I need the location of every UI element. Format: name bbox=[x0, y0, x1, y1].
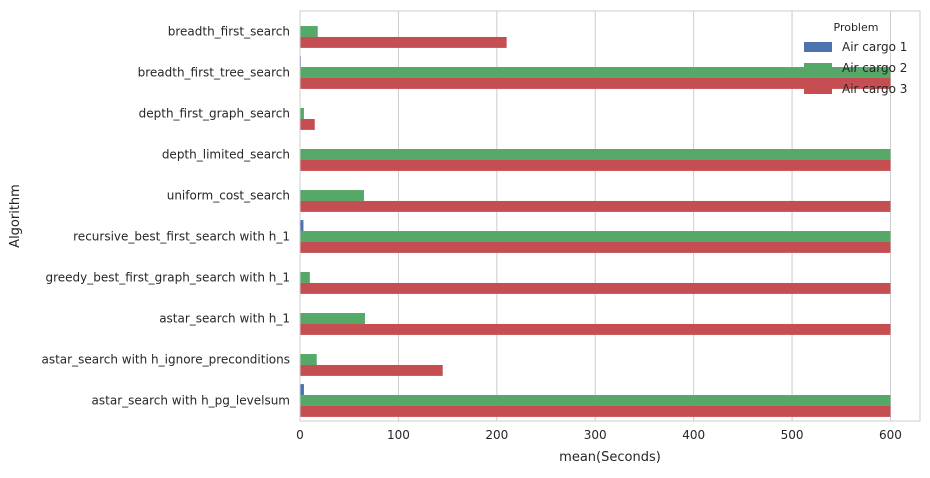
bar bbox=[300, 384, 304, 396]
bar bbox=[300, 241, 891, 253]
bar bbox=[300, 36, 507, 48]
bar bbox=[300, 313, 365, 324]
y-tick-label: astar_search with h_pg_levelsum bbox=[92, 394, 290, 408]
bar bbox=[300, 149, 891, 160]
x-tick-label: 500 bbox=[781, 428, 804, 442]
legend-label: Air cargo 2 bbox=[842, 61, 907, 75]
bar bbox=[300, 26, 318, 37]
bar bbox=[300, 220, 304, 232]
y-tick-label: recursive_best_first_search with h_1 bbox=[73, 230, 290, 244]
x-tick-label: 600 bbox=[879, 428, 902, 442]
y-tick-label: uniform_cost_search bbox=[167, 189, 290, 203]
y-tick-label: astar_search with h_1 bbox=[159, 312, 290, 326]
y-tick-label: greedy_best_first_graph_search with h_1 bbox=[46, 271, 291, 285]
bar bbox=[300, 395, 891, 406]
bar bbox=[300, 282, 891, 294]
bar bbox=[300, 272, 310, 283]
x-tick-label: 400 bbox=[682, 428, 705, 442]
bar bbox=[300, 405, 891, 417]
legend-label: Air cargo 1 bbox=[842, 40, 907, 54]
y-axis-label: Algorithm bbox=[8, 184, 23, 248]
x-tick-label: 100 bbox=[387, 428, 410, 442]
y-tick-label: depth_limited_search bbox=[162, 148, 290, 162]
bar bbox=[300, 67, 891, 78]
legend-swatch bbox=[804, 42, 832, 52]
x-axis-label: mean(Seconds) bbox=[559, 450, 661, 465]
x-tick-label: 200 bbox=[485, 428, 508, 442]
x-axis-ticks: 0 100 200 300 400 500 600 bbox=[296, 428, 902, 442]
bars bbox=[300, 15, 891, 417]
y-tick-label: depth_first_graph_search bbox=[139, 107, 290, 121]
bar bbox=[300, 200, 891, 212]
y-tick-label: breadth_first_tree_search bbox=[138, 66, 290, 80]
x-tick-label: 0 bbox=[296, 428, 304, 442]
y-tick-label: astar_search with h_ignore_preconditions bbox=[41, 353, 290, 367]
bar bbox=[300, 118, 315, 130]
legend-swatch bbox=[804, 63, 832, 73]
bar bbox=[300, 159, 891, 171]
bar bbox=[300, 354, 317, 365]
bar bbox=[300, 108, 304, 119]
y-axis-ticks: breadth_first_search breadth_first_tree_s… bbox=[41, 25, 290, 408]
bar bbox=[300, 190, 364, 201]
bar bbox=[300, 364, 443, 376]
legend-label: Air cargo 3 bbox=[842, 82, 907, 96]
legend: Problem Air cargo 1 Air cargo 2 Air cargo … bbox=[804, 21, 907, 96]
bar bbox=[300, 231, 891, 242]
legend-title: Problem bbox=[834, 21, 879, 34]
bar bbox=[300, 77, 891, 89]
legend-swatch bbox=[804, 84, 832, 94]
y-tick-label: breadth_first_search bbox=[168, 25, 290, 39]
x-tick-label: 300 bbox=[584, 428, 607, 442]
plot-frame bbox=[299, 10, 921, 422]
bar bbox=[300, 323, 891, 335]
